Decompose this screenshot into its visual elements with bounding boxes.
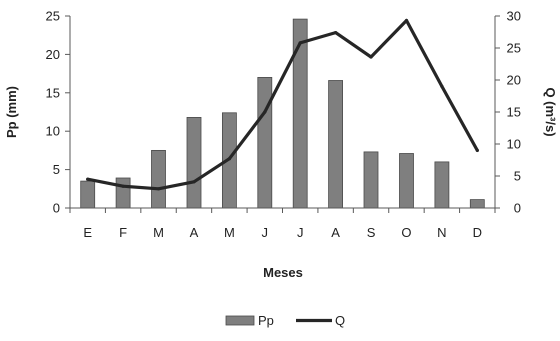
point-q bbox=[334, 30, 338, 35]
bar-pp bbox=[292, 18, 308, 209]
point-q bbox=[227, 157, 231, 161]
legend-label-pp: Pp bbox=[258, 313, 274, 328]
x-tick-label: M bbox=[224, 225, 235, 240]
x-tick-label: J bbox=[297, 225, 304, 240]
x-tick-label: F bbox=[119, 225, 127, 240]
y2-tick-label: 0 bbox=[514, 201, 521, 216]
bars-layer bbox=[80, 18, 485, 209]
point-q bbox=[440, 84, 444, 88]
x-tick-label: J bbox=[262, 225, 269, 240]
y2-tick-label: 30 bbox=[507, 9, 521, 24]
bar-pp bbox=[399, 153, 414, 209]
bar-pp bbox=[363, 151, 379, 209]
line-layer bbox=[86, 18, 479, 191]
point-q bbox=[192, 180, 196, 184]
x-tick-label: O bbox=[401, 225, 411, 240]
x-tick-label: E bbox=[83, 225, 92, 240]
x-axis-title: Meses bbox=[263, 265, 303, 280]
y2-tick-label: 25 bbox=[507, 41, 521, 56]
point-q bbox=[86, 177, 90, 181]
bar-pp bbox=[469, 199, 485, 209]
bar-pp bbox=[151, 149, 166, 209]
y2-tick-label: 15 bbox=[507, 105, 521, 120]
point-q bbox=[369, 55, 373, 59]
y2-tick-label: 20 bbox=[507, 73, 521, 88]
y-tick-label: 5 bbox=[53, 162, 60, 177]
y-tick-label: 20 bbox=[46, 47, 60, 62]
point-q bbox=[404, 18, 409, 23]
bar-pp bbox=[115, 177, 131, 209]
y-axis-title: Pp (mm) bbox=[4, 86, 19, 138]
x-tick-label: A bbox=[331, 225, 340, 240]
x-tick-label: A bbox=[190, 225, 199, 240]
line-q bbox=[86, 18, 479, 191]
y-tick-label: 10 bbox=[46, 124, 60, 139]
bar-pp bbox=[434, 161, 450, 209]
bar-pp bbox=[80, 180, 96, 209]
point-q bbox=[156, 187, 161, 191]
point-q bbox=[475, 148, 479, 152]
bar-pp bbox=[328, 80, 344, 209]
x-tick-label: S bbox=[367, 225, 376, 240]
x-tick-label: N bbox=[437, 225, 446, 240]
y2-tick-label: 5 bbox=[514, 169, 521, 184]
y-tick-label: 25 bbox=[46, 9, 60, 24]
point-q bbox=[121, 184, 125, 188]
bar-pp bbox=[257, 77, 273, 209]
axes-layer bbox=[65, 15, 500, 213]
y2-axis-title: Q (m³/s) bbox=[543, 87, 558, 136]
x-tick-label: M bbox=[153, 225, 164, 240]
x-tick-label: D bbox=[473, 225, 482, 240]
y2-tick-label: 10 bbox=[507, 137, 521, 152]
bar-pp bbox=[186, 117, 202, 209]
legend: Pp Q bbox=[225, 313, 345, 328]
y-tick-label: 15 bbox=[46, 85, 60, 100]
ticks-layer: 0 5 10 15 20 25 0 5 10 15 20 25 30 E F M A M J J A S O N D bbox=[46, 9, 521, 241]
y-tick-label: 0 bbox=[53, 201, 60, 216]
point-q bbox=[298, 41, 302, 45]
point-q bbox=[263, 110, 267, 114]
legend-label-q: Q bbox=[335, 313, 345, 328]
legend-swatch-pp bbox=[225, 315, 255, 326]
